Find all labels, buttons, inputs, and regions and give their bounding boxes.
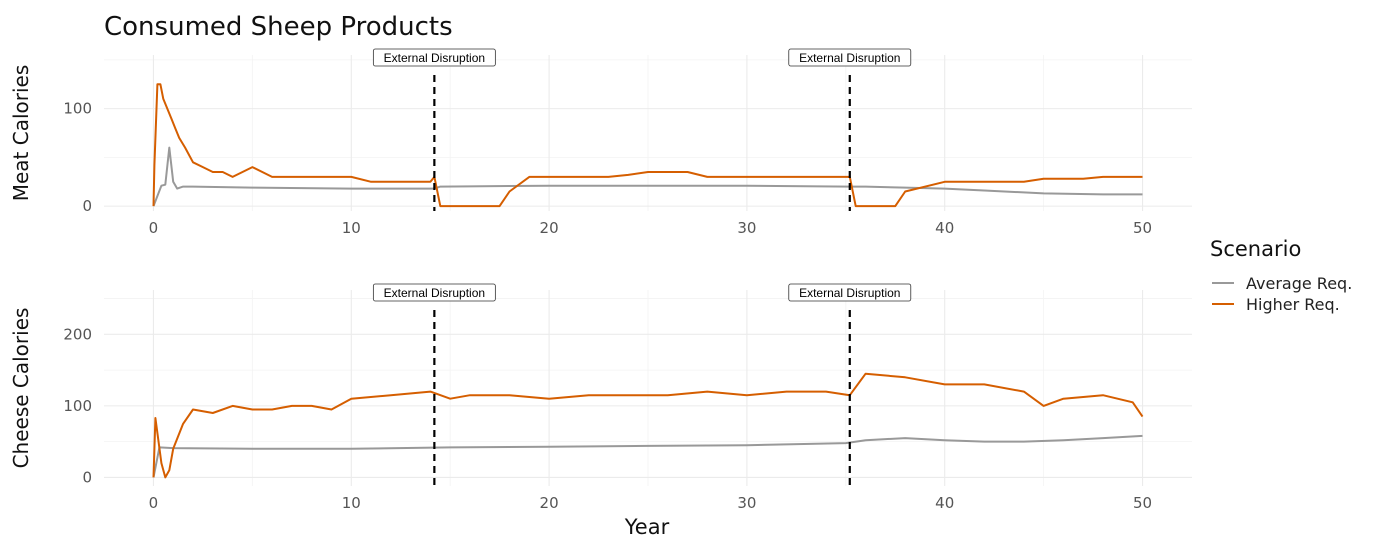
annotation-box — [372, 48, 496, 67]
series-line — [152, 83, 1143, 208]
x-tick-label: 10 — [342, 219, 361, 237]
meat-panel-series — [152, 83, 1143, 208]
cheese-panel-grid — [104, 290, 1192, 486]
series-line — [152, 372, 1144, 479]
meat-panel-grid — [104, 55, 1192, 211]
meat-y-axis-label: Meat Calories — [9, 65, 33, 202]
cheese-y-axis-label: Cheese Calories — [9, 308, 33, 469]
legend: Scenario Average Req. Higher Req. — [1210, 237, 1352, 314]
y-tick-label: 200 — [63, 325, 92, 343]
legend-title: Scenario — [1210, 237, 1301, 261]
cheese-panel-series — [152, 372, 1144, 479]
cheese-calories-panel: External Disruption External Disruption 0… — [9, 283, 1192, 512]
cheese-panel-annotations: External Disruption External Disruption — [372, 283, 912, 486]
y-tick-label: 0 — [82, 197, 92, 215]
chart-title: Consumed Sheep Products — [104, 12, 453, 42]
x-tick-label: 20 — [540, 494, 559, 512]
annotation-box — [788, 48, 912, 67]
x-tick-label: 30 — [737, 494, 756, 512]
x-axis-label: Year — [624, 515, 670, 539]
x-tick-label: 50 — [1133, 219, 1152, 237]
annotation-box — [788, 283, 912, 302]
annotation-label: External Disruption — [384, 286, 485, 300]
series-line — [152, 434, 1143, 478]
x-tick-label: 10 — [342, 494, 361, 512]
annotation-label: External Disruption — [384, 51, 485, 65]
x-tick-label: 0 — [149, 494, 159, 512]
series-line — [152, 146, 1143, 207]
x-tick-label: 50 — [1133, 494, 1152, 512]
meat-panel-annotations: External Disruption External Disruption — [372, 48, 912, 211]
meat-panel-ticks: 0 10 20 30 40 50 0 100 — [63, 100, 1152, 237]
x-tick-label: 40 — [935, 219, 954, 237]
x-tick-label: 30 — [737, 219, 756, 237]
annotation-box — [372, 283, 496, 302]
cheese-panel-ticks: 0 10 20 30 40 50 0 100 200 — [63, 325, 1152, 512]
x-tick-label: 0 — [149, 219, 159, 237]
meat-calories-panel: External Disruption External Disruption 0… — [9, 48, 1192, 237]
x-tick-label: 20 — [540, 219, 559, 237]
annotation-label: External Disruption — [799, 286, 900, 300]
y-tick-label: 0 — [82, 468, 92, 486]
annotation-label: External Disruption — [799, 51, 900, 65]
x-tick-label: 40 — [935, 494, 954, 512]
legend-label-average: Average Req. — [1246, 274, 1352, 293]
y-tick-label: 100 — [63, 397, 92, 415]
y-tick-label: 100 — [63, 100, 92, 118]
legend-label-higher: Higher Req. — [1246, 295, 1340, 314]
